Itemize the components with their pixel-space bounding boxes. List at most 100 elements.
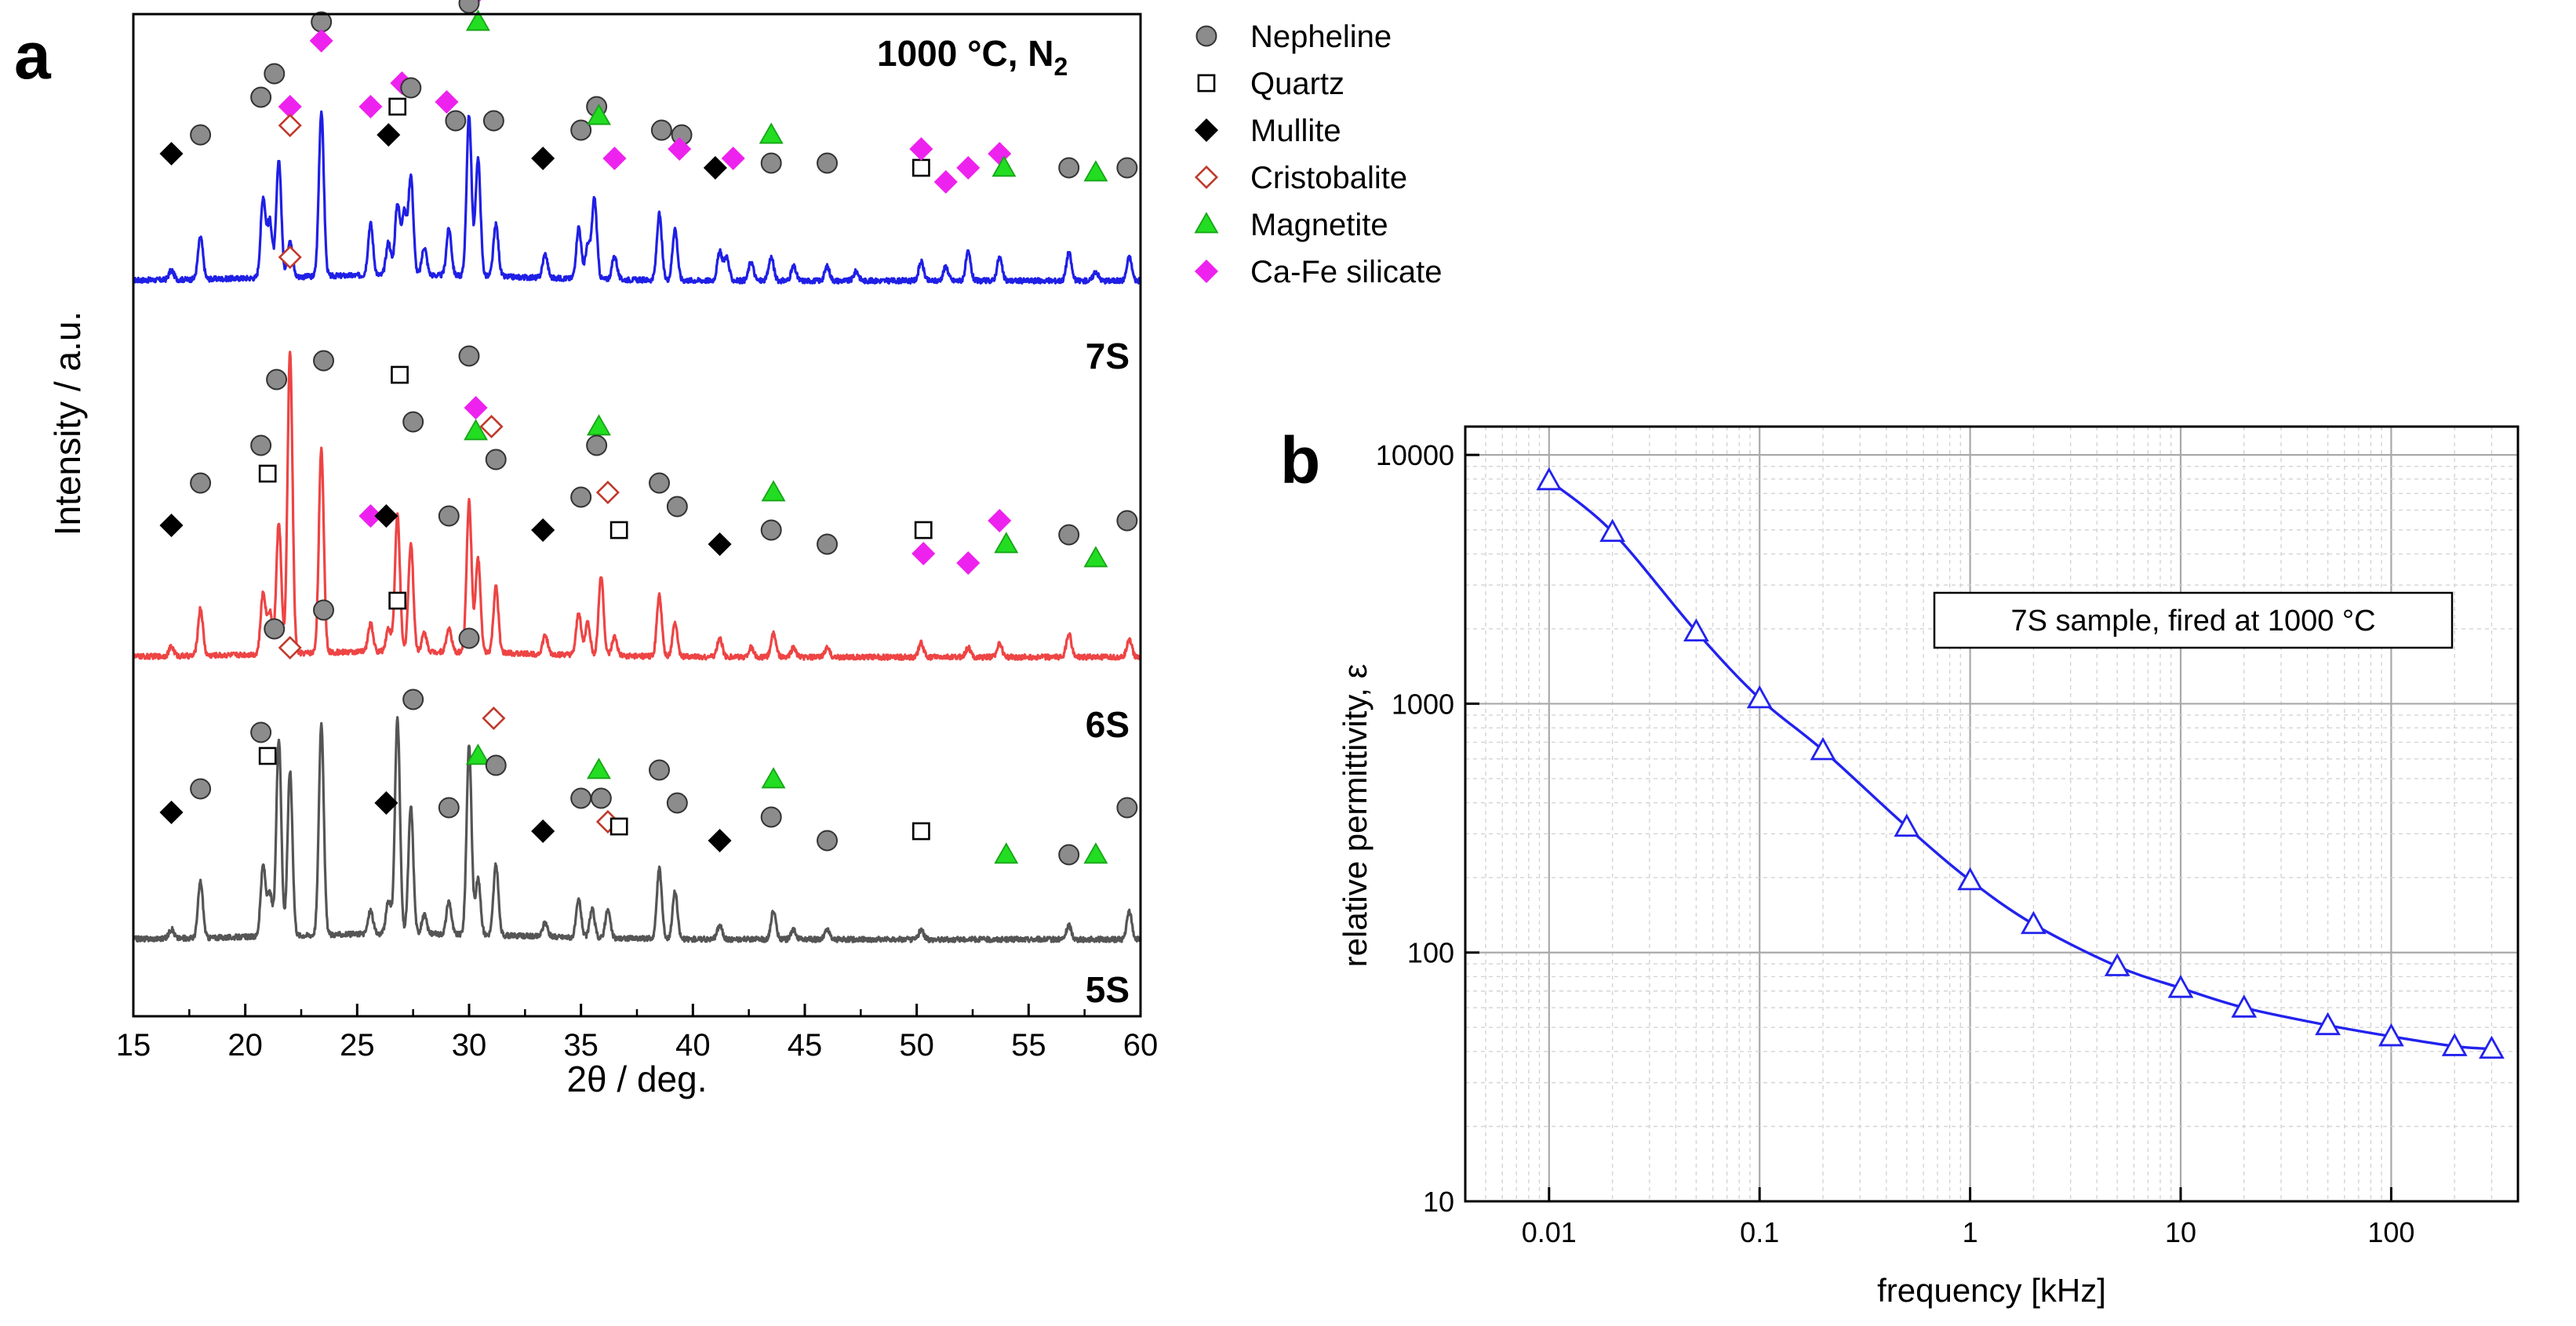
marker-7s-nepheline-24 (650, 119, 672, 141)
series-label-6s: 6S (1086, 704, 1130, 745)
x-tick-label-55: 55 (1011, 1028, 1046, 1063)
marker-7s-magnetite-17 (465, 9, 490, 31)
marker-7s-nepheline-31 (817, 152, 839, 174)
marker-6s-nepheline-28 (817, 533, 839, 555)
plot-b-annotation-box (1933, 591, 2454, 649)
marker-6s-quartz-9 (391, 365, 409, 384)
plot-a-title: 1000 °C, N2 (877, 33, 1068, 81)
phase-markers (159, 0, 1138, 866)
marker-7s-mullite-19 (531, 146, 555, 171)
marker-5s-quartz-27 (911, 822, 930, 841)
panel-b-label: b (1280, 423, 1320, 497)
b-y-tick-label-2: 1000 (1392, 688, 1454, 720)
marker-7s-ca-fe-silicate-26 (668, 136, 692, 162)
marker-7s-magnetite-30 (759, 122, 784, 144)
legend-label-cristobalite: Cristobalite (1250, 161, 1407, 195)
marker-6s-nepheline-6 (313, 350, 335, 372)
marker-7s-nepheline-12 (400, 77, 422, 99)
marker-7s-magnetite-37 (991, 155, 1017, 177)
marker-5s-mullite-15 (531, 819, 555, 844)
b-x-tick-label-1: 0.1 (1740, 1216, 1779, 1248)
panel-a-label: a (14, 19, 52, 93)
b-y-tick-label-1: 100 (1407, 937, 1454, 969)
x-tick-label-20: 20 (227, 1028, 263, 1063)
marker-7s-nepheline-2 (250, 86, 272, 108)
panel-b: b 0.01 0.1 1 10 100 10 100 1000 10000 7S sample,… (1280, 423, 2520, 1309)
marker-6s-nepheline-23 (649, 472, 671, 494)
marker-5s-nepheline-0 (264, 618, 286, 640)
plot-b-annotation: 7S sample, fired at 1000 °C (2010, 605, 2375, 638)
marker-6s-nepheline-27 (760, 519, 782, 541)
legend-label-magnetite: Magnetite (1250, 208, 1388, 242)
marker-7s-mullite-27 (703, 155, 727, 180)
marker-7s-mullite-0 (159, 141, 184, 166)
marker-7s-quartz-32 (911, 158, 930, 177)
marker-6s-cristobalite-15 (479, 414, 504, 439)
marker-7s-nepheline-40 (1116, 157, 1138, 179)
marker-6s-magnetite-14 (464, 419, 489, 441)
legend-marker-cristobalite (1194, 165, 1219, 190)
marker-7s-nepheline-3 (264, 63, 286, 85)
xrd-pattern-7s (133, 110, 1142, 285)
marker-5s-magnetite-24 (761, 767, 786, 789)
panel-a: a 15 20 25 30 35 40 45 50 55 60 1000 °C, N2 2θ / … (14, 0, 1158, 1099)
marker-7s-ca-fe-silicate-28 (721, 146, 745, 171)
marker-6s-ca-fe-silicate-13 (464, 395, 488, 420)
marker-7s-ca-fe-silicate-23 (602, 146, 627, 171)
xrd-patterns (132, 110, 1142, 943)
b-x-tick-label-0: 0.01 (1522, 1216, 1577, 1248)
marker-5s-nepheline-13 (485, 754, 507, 776)
b-x-tick-label-4: 100 (2367, 1216, 2414, 1248)
marker-6s-nepheline-5 (266, 369, 288, 391)
marker-7s-quartz-10 (388, 97, 407, 116)
x-tick-label-50: 50 (899, 1028, 934, 1063)
permittivity-point-5 (1894, 813, 1920, 837)
marker-5s-nepheline-6 (190, 778, 212, 800)
legend-marker-mullite (1194, 118, 1219, 143)
marker-5s-mullite-9 (374, 790, 398, 816)
marker-7s-ca-fe-silicate-35 (956, 155, 981, 180)
marker-5s-nepheline-11 (438, 797, 460, 819)
marker-6s-nepheline-16 (485, 449, 507, 470)
marker-6s-magnetite-35 (1083, 546, 1108, 568)
marker-6s-nepheline-18 (570, 486, 592, 508)
marker-7s-ca-fe-silicate-33 (909, 136, 933, 162)
permittivity-point-13 (2441, 1033, 2468, 1056)
marker-5s-nepheline-26 (817, 830, 839, 852)
marker-6s-nepheline-3 (250, 434, 272, 456)
xrd-pattern-6s (132, 351, 1141, 661)
phase-legend: Nepheline Quartz Mullite Cristobalite Magnet… (1194, 20, 1443, 289)
marker-6s-nepheline-24 (666, 496, 688, 518)
marker-6s-quartz-22 (609, 521, 628, 539)
legend-marker-ca-fe-silicate (1194, 259, 1219, 284)
x-tick-label-60: 60 (1123, 1028, 1159, 1063)
marker-7s-magnetite-39 (1083, 160, 1108, 182)
permittivity-point-1 (1599, 518, 1625, 543)
marker-6s-nepheline-10 (402, 411, 424, 433)
x-tick-label-40: 40 (675, 1028, 711, 1063)
b-y-tick-label-0: 10 (1423, 1186, 1454, 1218)
marker-5s-magnetite-28 (994, 842, 1019, 864)
marker-6s-nepheline-12 (458, 345, 480, 367)
x-tick-label-35: 35 (563, 1028, 599, 1063)
marker-5s-mullite-5 (159, 800, 184, 825)
legend-marker-quartz (1197, 74, 1216, 93)
permittivity-point-10 (2231, 994, 2258, 1018)
x-tick-label-45: 45 (788, 1028, 823, 1063)
marker-6s-quartz-29 (914, 521, 933, 539)
marker-5s-nepheline-4 (458, 627, 480, 649)
marker-7s-mullite-9 (377, 122, 401, 147)
series-label-5s: 5S (1086, 969, 1130, 1010)
marker-7s-ca-fe-silicate-7 (309, 28, 333, 53)
marker-6s-nepheline-11 (438, 505, 460, 527)
marker-7s-ca-fe-silicate-34 (933, 169, 958, 194)
marker-6s-mullite-8 (374, 503, 398, 529)
marker-5s-nepheline-16 (570, 787, 592, 809)
marker-6s-ca-fe-silicate-31 (956, 550, 981, 576)
marker-5s-nepheline-22 (666, 792, 688, 814)
series-labels: 7S 6S 5S (1086, 336, 1130, 1010)
marker-5s-nepheline-21 (649, 759, 671, 781)
marker-7s-ca-fe-silicate-13 (435, 89, 459, 114)
marker-7s-ca-fe-silicate-8 (358, 94, 383, 119)
